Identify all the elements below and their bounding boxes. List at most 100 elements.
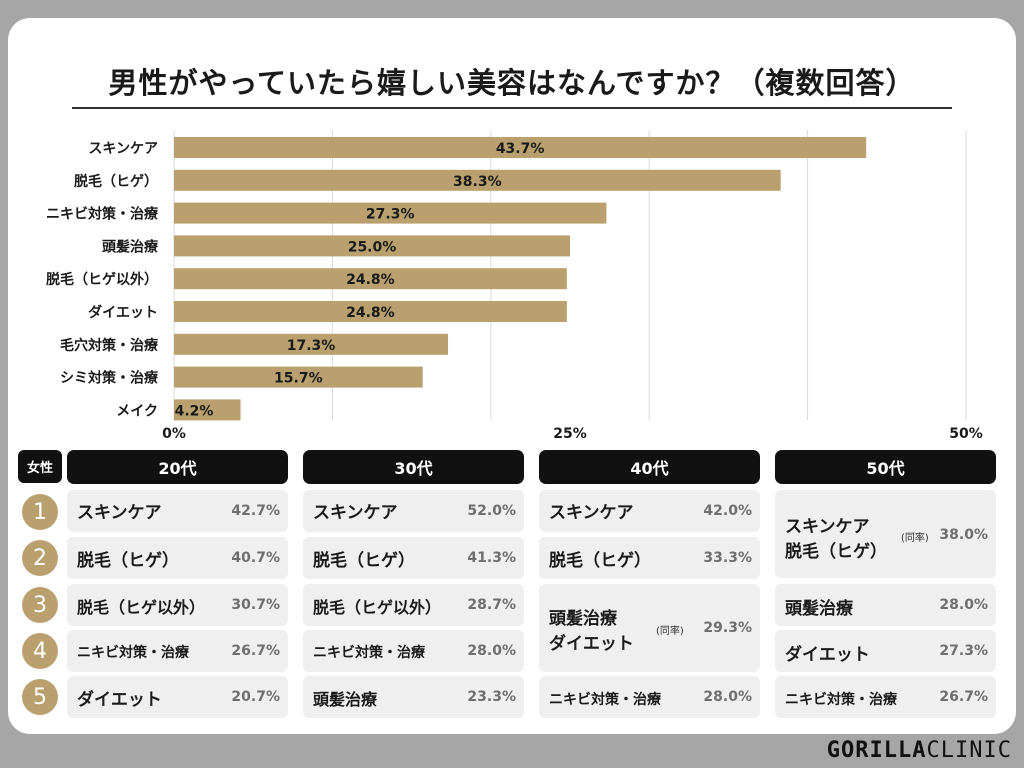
item-percent: 40.7% xyxy=(231,550,280,566)
tie-note: (同率) xyxy=(901,533,929,544)
item-percent: 28.0% xyxy=(939,597,988,613)
category-label: ダイエット xyxy=(88,304,158,321)
category-label: シミ対策・治療 xyxy=(60,370,159,387)
item-name: スキンケア xyxy=(785,517,870,537)
bar xyxy=(174,169,781,191)
item-name: ニキビ対策・治療 xyxy=(313,645,425,661)
item-percent: 33.3% xyxy=(703,550,752,566)
column-header-20s: 20代 xyxy=(67,450,288,484)
rank-badge: 4 xyxy=(22,633,58,669)
bar xyxy=(174,366,423,388)
item-name: ダイエット xyxy=(785,645,870,665)
column-header-30s: 30代 xyxy=(303,450,524,484)
bar xyxy=(174,399,241,421)
item-name: 脱毛（ヒゲ） xyxy=(785,542,887,562)
item-name: 頭髪治療 xyxy=(549,609,617,629)
data-label: 15.7% xyxy=(274,371,323,387)
item-percent: 26.7% xyxy=(231,643,280,659)
data-label: 4.2% xyxy=(175,403,214,419)
ranking-cell: ダイエット 20.7% xyxy=(67,676,288,718)
rank-badge: 1 xyxy=(22,494,58,530)
item-name: スキンケア xyxy=(313,503,398,523)
ranking-cell: 脱毛（ヒゲ以外） 28.7% xyxy=(303,584,524,626)
tick-label: 25% xyxy=(553,426,587,442)
ranking-cell-tied: 頭髪治療 ダイエット (同率) 29.3% xyxy=(539,584,760,672)
column-header-50s: 50代 xyxy=(775,450,996,484)
ranking-cell: ニキビ対策・治療 26.7% xyxy=(775,676,996,718)
item-percent: 41.3% xyxy=(467,550,516,566)
data-label: 24.8% xyxy=(346,305,395,321)
rank-badge: 5 xyxy=(22,679,58,715)
item-name: スキンケア xyxy=(77,503,162,523)
ranking-cell: ニキビ対策・治療 28.0% xyxy=(303,630,524,672)
rank-badge: 2 xyxy=(22,540,58,576)
tick-label: 50% xyxy=(949,426,983,442)
ranking-cell: 脱毛（ヒゲ） 40.7% xyxy=(67,537,288,579)
item-name: 頭髪治療 xyxy=(313,690,378,709)
tie-note: (同率) xyxy=(656,626,684,637)
column-header-40s: 40代 xyxy=(539,450,760,484)
ranking-cell: 脱毛（ヒゲ以外） 30.7% xyxy=(67,584,288,626)
category-label: 頭髪治療 xyxy=(102,238,159,255)
bar xyxy=(174,202,607,224)
title-underline xyxy=(72,107,952,109)
bar xyxy=(174,235,570,257)
data-label: 17.3% xyxy=(287,338,336,354)
item-percent: 23.3% xyxy=(467,689,516,705)
ranking-cell: ニキビ対策・治療 26.7% xyxy=(67,630,288,672)
category-label: スキンケア xyxy=(88,141,158,157)
data-label: 43.7% xyxy=(496,141,545,157)
item-percent: 42.0% xyxy=(703,503,752,519)
page-title: 男性がやっていたら嬉しい美容はなんですか？（複数回答） xyxy=(108,66,916,100)
data-label: 38.3% xyxy=(453,174,502,190)
item-name: 脱毛（ヒゲ） xyxy=(313,551,415,571)
ranking-cell: 頭髪治療 23.3% xyxy=(303,676,524,718)
bar-chart: スキンケア 43.7% 脱毛（ヒゲ） 38.3% ニキビ対策・治療 27.3% 頭髪治療 25… xyxy=(46,130,983,442)
gender-label: 女性 xyxy=(18,450,62,483)
category-label: 脱毛（ヒゲ） xyxy=(74,173,158,190)
category-label: 毛穴対策・治療 xyxy=(60,337,159,354)
item-percent: 28.7% xyxy=(467,597,516,613)
item-percent: 42.7% xyxy=(231,503,280,519)
ranking-cell-tied: スキンケア 脱毛（ヒゲ） (同率) 38.0% xyxy=(775,490,996,578)
ranking-cell: 脱毛（ヒゲ） 33.3% xyxy=(539,537,760,579)
item-name: ダイエット xyxy=(77,690,162,710)
ranking-cell: スキンケア 52.0% xyxy=(303,490,524,532)
ranking-cell: 頭髪治療 28.0% xyxy=(775,584,996,626)
bar xyxy=(174,333,449,355)
item-name: 頭髪治療 xyxy=(785,599,853,619)
item-name: 脱毛（ヒゲ） xyxy=(549,551,651,571)
bar xyxy=(174,268,567,290)
data-label: 25.0% xyxy=(348,239,397,255)
ranking-cell: 脱毛（ヒゲ） 41.3% xyxy=(303,537,524,579)
item-name: ニキビ対策・治療 xyxy=(549,692,661,708)
brand-logo: GORILLACLINIC xyxy=(827,738,1012,763)
item-name: ニキビ対策・治療 xyxy=(785,692,897,708)
item-name: ダイエット xyxy=(549,634,634,654)
category-label: 脱毛（ヒゲ以外） xyxy=(46,271,158,288)
item-percent: 28.0% xyxy=(467,643,516,659)
bar xyxy=(174,301,567,322)
ranking-cell: スキンケア 42.0% xyxy=(539,490,760,532)
category-label: メイク xyxy=(116,403,158,419)
item-name: スキンケア xyxy=(549,503,634,523)
item-name: 脱毛（ヒゲ以外） xyxy=(313,598,442,617)
item-name: ニキビ対策・治療 xyxy=(77,645,189,661)
item-percent: 29.3% xyxy=(703,620,752,636)
item-percent: 28.0% xyxy=(703,689,752,705)
bar xyxy=(174,137,867,158)
logo-thin-text: CLINIC xyxy=(926,738,1012,763)
category-label: ニキビ対策・治療 xyxy=(46,206,159,223)
logo-bold-text: GORILLA xyxy=(826,738,927,763)
tick-label: 0% xyxy=(162,426,186,442)
data-label: 24.8% xyxy=(346,272,395,288)
ranking-cell: ニキビ対策・治療 28.0% xyxy=(539,676,760,718)
item-percent: 38.0% xyxy=(939,527,988,543)
item-name: 脱毛（ヒゲ） xyxy=(77,551,179,571)
item-name: 脱毛（ヒゲ以外） xyxy=(77,598,206,617)
item-percent: 52.0% xyxy=(467,503,516,519)
item-percent: 20.7% xyxy=(231,689,280,705)
item-percent: 27.3% xyxy=(939,643,988,659)
item-percent: 26.7% xyxy=(939,689,988,705)
rank-badge: 3 xyxy=(22,587,58,623)
